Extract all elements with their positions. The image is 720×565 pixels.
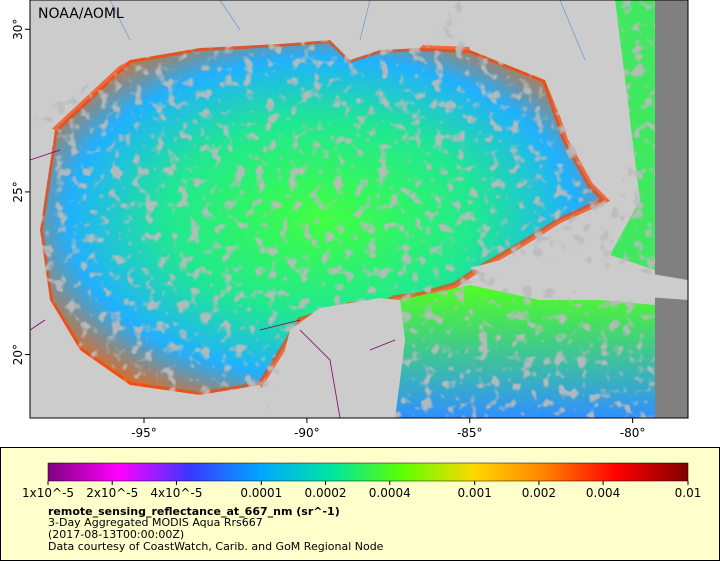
colorbar-tick-label: 0.0004 [369, 486, 411, 500]
credit: NOAA/AOML [38, 6, 124, 22]
colorbar-tick-label: 0.0002 [305, 486, 347, 500]
x-tick-label: -80° [620, 426, 646, 440]
colorbar-tick-label: 0.01 [675, 486, 702, 500]
x-tick-label: -85° [457, 426, 483, 440]
mexico-coast [30, 120, 270, 418]
colorbar-tick-label: 0.001 [457, 486, 491, 500]
y-tick-label: 20° [11, 344, 25, 365]
y-tick-label: 30° [11, 19, 25, 40]
cuba [470, 255, 688, 300]
colorbar-tick-label: 4x10^-5 [150, 486, 202, 500]
yucatan [270, 298, 405, 418]
borders [30, 149, 396, 418]
colorbar-tick-label: 1x10^-5 [22, 486, 74, 500]
variable-name: remote_sensing_reflectance_at_667_nm (sr… [48, 505, 340, 518]
x-tick-label: -95° [131, 426, 157, 440]
legend-line: (2017-08-13T00:00:00Z) [48, 528, 184, 541]
map-frame [29, 0, 689, 419]
map [30, 0, 688, 418]
y-tick-label: 25° [11, 181, 25, 202]
no-data [655, 0, 688, 418]
legend-line: 3-Day Aggregated MODIS Aqua Rrs667 [48, 516, 263, 529]
colorbar-tick-label: 0.002 [522, 486, 556, 500]
colorbar-tick-label: 0.0001 [240, 486, 282, 500]
colorbar-tick-label: 0.004 [586, 486, 620, 500]
us-coast [30, 0, 460, 120]
florida [460, 0, 630, 195]
colorbar [47, 462, 689, 482]
legend-line: Data courtesy of CoastWatch, Carib. and … [48, 540, 384, 553]
colorbar-tick-label: 2x10^-5 [86, 486, 138, 500]
x-tick-label: -90° [294, 426, 320, 440]
rivers [109, 0, 586, 61]
